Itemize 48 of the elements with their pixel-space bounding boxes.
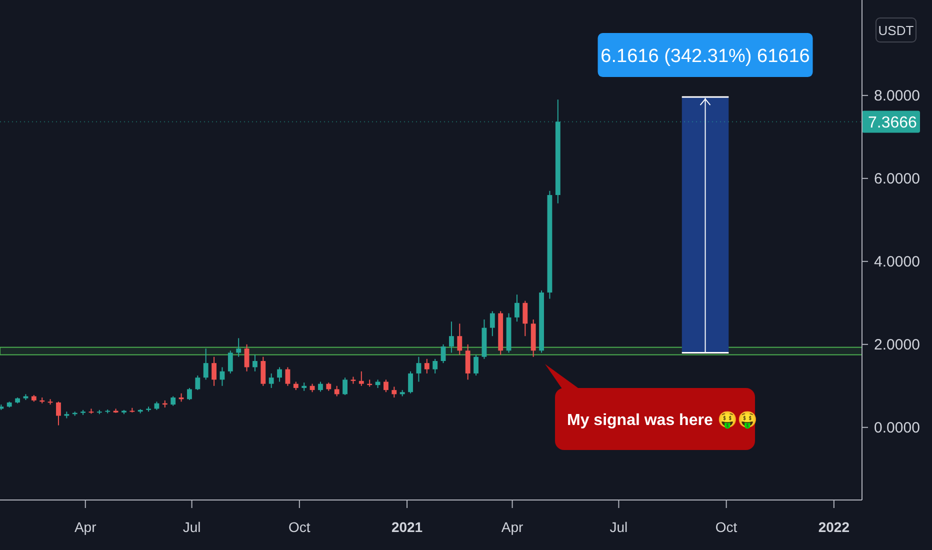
candlestick — [408, 370, 413, 394]
x-tick-label: 2022 — [818, 519, 850, 535]
candlestick — [260, 356, 266, 386]
candlestick — [392, 386, 397, 398]
candlestick — [56, 401, 61, 426]
annotation: 6.1616 (342.31%) 61616 — [600, 46, 810, 68]
candlestick — [334, 385, 340, 397]
x-tick-label: Jul — [182, 519, 201, 535]
ref-line-label: 7.3666 — [868, 114, 918, 132]
y-tick-label: 2.0000 — [874, 336, 920, 354]
candlestick — [244, 344, 250, 372]
y-tick-label: 4.0000 — [874, 253, 920, 270]
x-tick-label: Apr — [74, 519, 97, 535]
y-tick-label: 6.0000 — [874, 170, 920, 188]
candlestick — [432, 358, 438, 374]
candlestick — [522, 300, 528, 337]
candlestick — [195, 375, 200, 391]
candlestick — [342, 377, 348, 396]
candlestick — [203, 348, 208, 380]
candlestick — [170, 396, 176, 406]
candlestick — [514, 294, 520, 322]
candlestick — [285, 366, 290, 386]
candlestick — [465, 344, 470, 380]
candlestick — [449, 321, 454, 354]
x-tick-label: 2021 — [391, 519, 423, 535]
y-tick-label: 0.0000 — [874, 419, 920, 436]
candlestick — [268, 372, 274, 388]
y-tick-label: 8.0000 — [874, 87, 920, 104]
candlestick — [416, 356, 422, 382]
candlestick — [384, 379, 388, 393]
candlestick — [318, 381, 323, 392]
candlestick — [228, 350, 233, 374]
candlestick — [212, 356, 216, 386]
candlestick — [236, 338, 242, 358]
y-axis-title: USDT — [878, 23, 914, 38]
candlestick — [490, 310, 495, 337]
x-tick-label: Apr — [501, 519, 524, 535]
x-tick-label: Jul — [610, 519, 628, 535]
candlestick — [474, 354, 478, 376]
x-tick-label: Oct — [288, 519, 310, 535]
candlestick — [252, 354, 258, 372]
candlestick — [457, 323, 462, 356]
candlestick — [358, 370, 364, 386]
candlestick — [440, 344, 446, 364]
candlestick — [424, 358, 430, 374]
candlestick — [187, 387, 192, 400]
candlestick — [277, 366, 282, 382]
x-tick-label: Oct — [715, 519, 738, 535]
